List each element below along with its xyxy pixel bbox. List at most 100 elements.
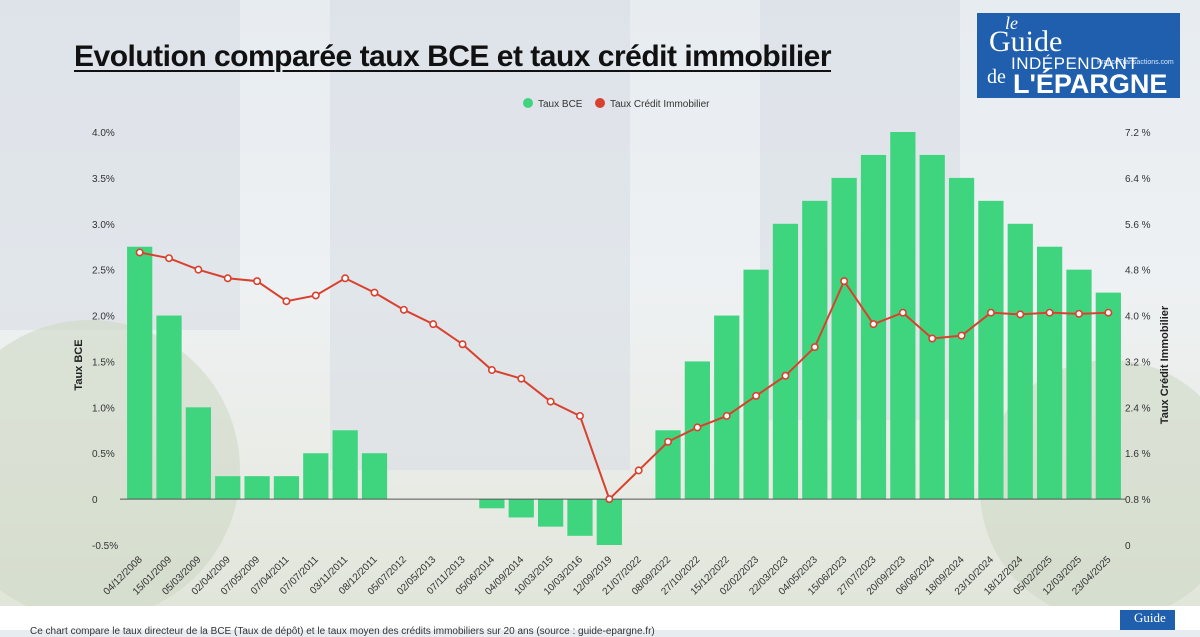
credit-point	[341, 274, 350, 283]
y-ticks-left: -0.5% 0 0.5% 1.0% 1.5% 2.0% 2.5% 3.0% 3.5% 4.0%	[92, 128, 118, 552]
credit-point	[165, 254, 174, 263]
bce-bar	[127, 246, 153, 500]
background-tower-center	[330, 0, 630, 470]
bce-bars	[127, 132, 1121, 545]
bce-bar	[303, 453, 329, 500]
y-tick-left: 0	[92, 495, 98, 506]
y-tick-left: 2.0%	[92, 312, 115, 323]
bce-bar	[978, 200, 1004, 500]
bce-bar	[919, 154, 945, 500]
y-tick-right: 2.4 %	[1125, 403, 1151, 414]
credit-point	[429, 320, 438, 329]
credit-point	[869, 320, 878, 329]
bce-bar	[508, 499, 534, 518]
credit-point	[810, 343, 819, 352]
credit-point	[605, 495, 614, 504]
footer-logo: Guide	[1120, 610, 1175, 630]
credit-point	[1074, 309, 1083, 318]
logo-epargne: L'ÉPARGNE	[1013, 69, 1168, 98]
y-tick-left: 3.5%	[92, 174, 115, 185]
credit-point	[928, 334, 937, 343]
credit-point	[1045, 308, 1054, 317]
credit-point	[370, 288, 379, 297]
y-tick-left: -0.5%	[92, 541, 118, 552]
credit-point	[282, 297, 291, 306]
logo-guide: Guide	[989, 25, 1063, 58]
logo-de: de	[987, 66, 1006, 88]
logo-site: FranceTransactions.com	[1097, 59, 1174, 66]
credit-point	[223, 274, 232, 283]
credit-point	[517, 374, 526, 383]
credit-point	[546, 397, 555, 406]
y-tick-right: 1.6 %	[1125, 449, 1151, 460]
bce-bar	[596, 499, 622, 545]
credit-point	[194, 265, 203, 274]
legend-swatch-credit	[595, 98, 605, 108]
footer-bar	[0, 606, 1200, 630]
y-tick-right: 5.6 %	[1125, 220, 1151, 231]
bce-bar	[479, 499, 505, 509]
credit-point	[458, 340, 467, 349]
credit-point	[781, 371, 790, 380]
bce-bar	[244, 476, 270, 500]
y-tick-left: 3.0%	[92, 220, 115, 231]
credit-point	[253, 277, 262, 286]
y-axis-title-left: Taux BCE	[73, 339, 85, 390]
credit-point	[634, 466, 643, 475]
credit-point	[311, 291, 320, 300]
y-tick-right: 3.2 %	[1125, 357, 1151, 368]
credit-line-path	[139, 251, 1109, 501]
bce-bar	[537, 499, 564, 527]
credit-point	[135, 248, 144, 257]
credit-point	[693, 423, 702, 432]
y-tick-right: 6.4 %	[1125, 174, 1151, 185]
guide-epargne-logo: le Guide FranceTransactions.com INDÉPEND…	[977, 13, 1180, 98]
bce-bar	[1036, 246, 1063, 500]
bce-bar	[156, 315, 182, 500]
legend-label-credit: Taux Crédit Immobilier	[610, 99, 710, 110]
bce-bar	[831, 177, 857, 500]
credit-point	[722, 411, 731, 420]
credit-point	[1016, 310, 1025, 319]
bce-bar	[215, 476, 241, 500]
bce-bar	[567, 499, 593, 536]
credit-point	[487, 366, 496, 375]
y-ticks-right: 0 0.8 % 1.6 % 2.4 % 3.2 % 4.0 % 4.8 % 5.6 % 6.4 …	[1125, 128, 1151, 552]
credit-point	[664, 437, 673, 446]
credit-point	[957, 331, 966, 340]
y-tick-left: 1.0%	[92, 403, 115, 414]
bce-bar	[273, 476, 300, 500]
credit-point	[898, 308, 907, 317]
y-tick-right: 4.8 %	[1125, 266, 1151, 277]
bce-bar	[185, 407, 212, 500]
legend-label-bce: Taux BCE	[538, 99, 583, 110]
y-tick-left: 2.5%	[92, 266, 115, 277]
background-tower-left	[0, 0, 240, 330]
bce-bar	[332, 430, 358, 500]
y-tick-left: 1.5%	[92, 357, 115, 368]
y-tick-left: 4.0%	[92, 128, 115, 139]
credit-point	[752, 391, 761, 400]
bce-bar	[772, 223, 799, 500]
bce-bar	[714, 315, 740, 500]
credit-point	[575, 411, 584, 420]
credit-point	[986, 308, 995, 317]
y-tick-left: 0.5%	[92, 449, 115, 460]
bce-bar	[1095, 292, 1121, 500]
y-axis-title-right: Taux Crédit Immobilier	[1159, 305, 1171, 424]
bce-bar	[1066, 269, 1092, 500]
legend-swatch-bce	[523, 98, 533, 108]
y-tick-right: 4.0 %	[1125, 312, 1151, 323]
y-tick-right: 0	[1125, 541, 1131, 552]
y-tick-right: 0.8 %	[1125, 495, 1151, 506]
chart: Taux BCE Taux Crédit Immobilier Taux BCE…	[73, 98, 1171, 598]
footer-note: Ce chart compare le taux directeur de la…	[30, 626, 655, 637]
page-title: Evolution comparée taux BCE et taux créd…	[74, 40, 832, 73]
logo-independant: INDÉPENDANT	[1011, 54, 1139, 73]
credit-line	[135, 248, 1113, 504]
bce-bar	[1007, 223, 1033, 500]
bce-bar	[743, 269, 769, 500]
logo-le: le	[1005, 13, 1018, 33]
chart-legend: Taux BCE Taux Crédit Immobilier	[523, 98, 710, 110]
y-tick-right: 7.2 %	[1125, 128, 1151, 139]
